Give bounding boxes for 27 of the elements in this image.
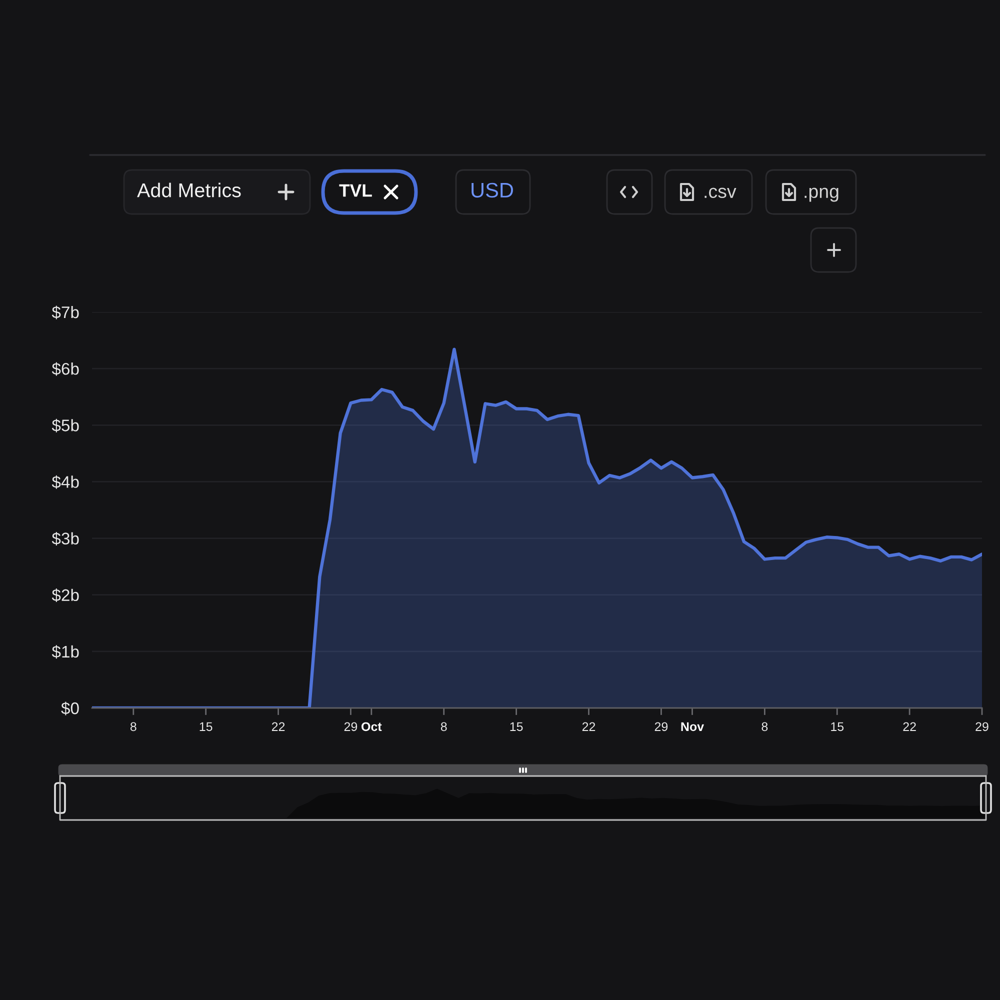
y-tick-label: $3b (52, 532, 79, 546)
x-tick-label: 8 (762, 722, 768, 732)
y-tick-label: $6b (52, 362, 79, 376)
y-tick-label: $0 (61, 702, 79, 716)
x-tick-label: 29 (344, 722, 358, 732)
x-tick-label: 15 (510, 722, 523, 732)
text: .png (804, 188, 838, 202)
y-tick-label: $2b (52, 588, 79, 602)
y-tick-label: $5b (52, 418, 79, 432)
x-tick-label: 8 (440, 722, 447, 732)
x-tick-label: Nov (681, 722, 704, 732)
text: Add Metrics (137, 182, 241, 198)
x-tick-label: 22 (582, 722, 596, 731)
x-tick-label: 15 (831, 722, 844, 732)
x-tick-label: Oct (362, 722, 382, 732)
y-tick-label: $1b (52, 645, 79, 659)
x-tick-label: 29 (654, 722, 668, 732)
x-tick-label: 22 (272, 722, 285, 731)
text: .csv (704, 188, 736, 198)
y-tick-label: $4b (52, 475, 79, 489)
x-tick-label: 8 (130, 722, 136, 732)
x-tick-label: 22 (903, 722, 916, 731)
x-tick-label: 29 (976, 722, 988, 732)
y-tick-label: $7b (52, 306, 79, 320)
text: USD (472, 182, 513, 198)
x-tick-label: 15 (200, 722, 212, 732)
text: TVL (339, 184, 372, 197)
